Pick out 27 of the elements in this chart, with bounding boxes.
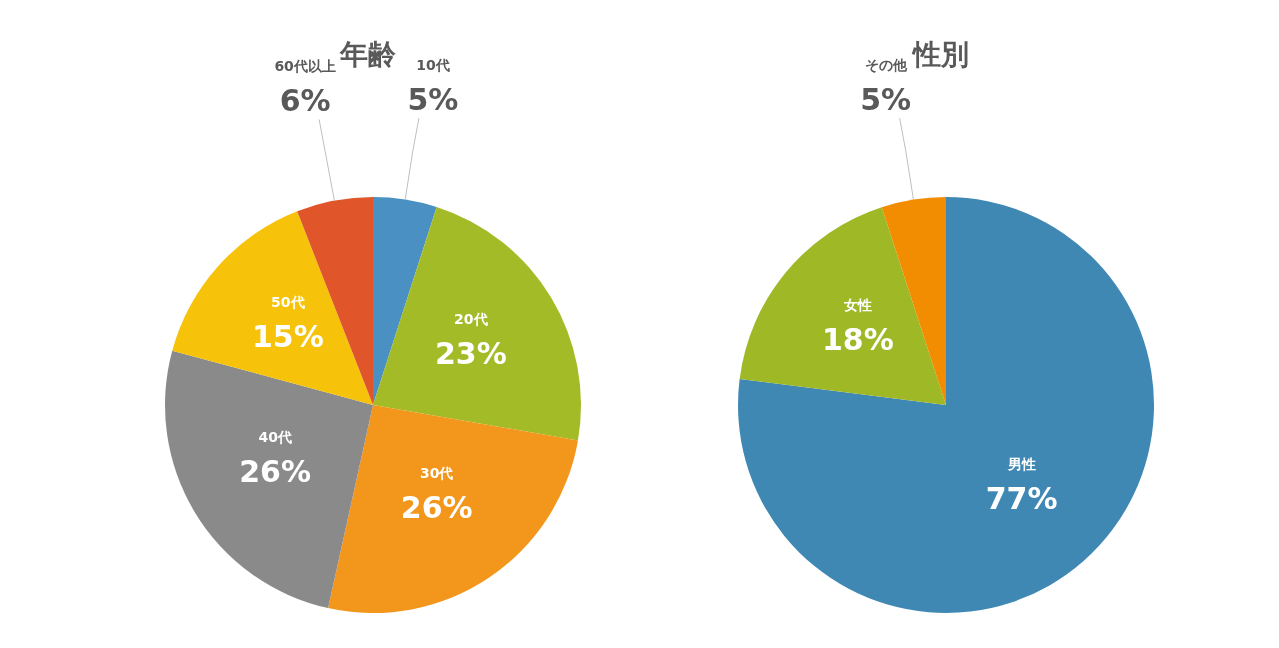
- slice-label: 30代: [420, 465, 454, 481]
- pie-slice: [373, 197, 437, 405]
- slice-label: 男性: [1006, 455, 1036, 472]
- slice-label: その他: [864, 57, 908, 74]
- pie-slice: [738, 197, 1154, 613]
- data-label: 6%: [279, 83, 331, 119]
- pie-slice: [165, 350, 373, 609]
- data-label: 15%: [251, 318, 324, 354]
- slice-label: 20代: [454, 310, 488, 327]
- slice-label: 女性: [842, 297, 872, 314]
- slice-label: 50代: [271, 293, 305, 310]
- data-label: 77%: [985, 480, 1058, 516]
- slice-label: 10代: [416, 57, 450, 74]
- data-label: 5%: [407, 82, 459, 118]
- data-label: 23%: [434, 335, 507, 371]
- chart-title: 年齢: [340, 38, 396, 71]
- pie-slice: [373, 206, 581, 441]
- data-label: 18%: [821, 322, 894, 358]
- data-label: 5%: [860, 82, 912, 118]
- slice-label: 40代: [258, 429, 292, 446]
- pie-slice: [172, 211, 373, 405]
- pie-slice: [739, 207, 946, 405]
- data-label: 26%: [239, 454, 312, 490]
- slice-label: 60代以上: [274, 58, 336, 75]
- pie-slice: [328, 405, 578, 613]
- chart-title: 性別: [913, 38, 969, 71]
- data-label: 26%: [400, 490, 473, 525]
